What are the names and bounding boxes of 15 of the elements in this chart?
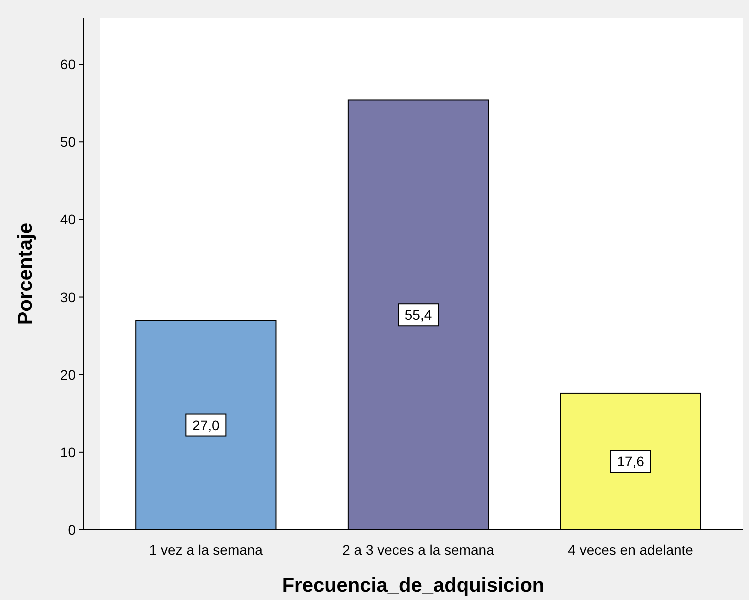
y-tick-label: 50 [60, 134, 76, 150]
x-tick-label: 4 veces en adelante [568, 542, 694, 558]
data-label: 55,4 [404, 307, 432, 324]
y-tick-label: 30 [60, 289, 76, 306]
x-tick-label: 1 vez a la semana [149, 542, 264, 558]
data-label: 27,0 [192, 417, 220, 434]
y-tick-label: 0 [68, 522, 76, 538]
y-axis-title: Porcentaje [15, 222, 37, 326]
data-label: 17,6 [617, 454, 645, 470]
y-tick-label: 10 [60, 444, 76, 460]
x-tick-label: 2 a 3 veces a la semana [342, 542, 495, 558]
y-tick-label: 60 [60, 56, 76, 73]
y-tick-label: 40 [60, 212, 76, 228]
y-tick-label: 20 [60, 366, 76, 383]
x-axis-title: Frecuencia_de_adquisicion [282, 575, 545, 597]
